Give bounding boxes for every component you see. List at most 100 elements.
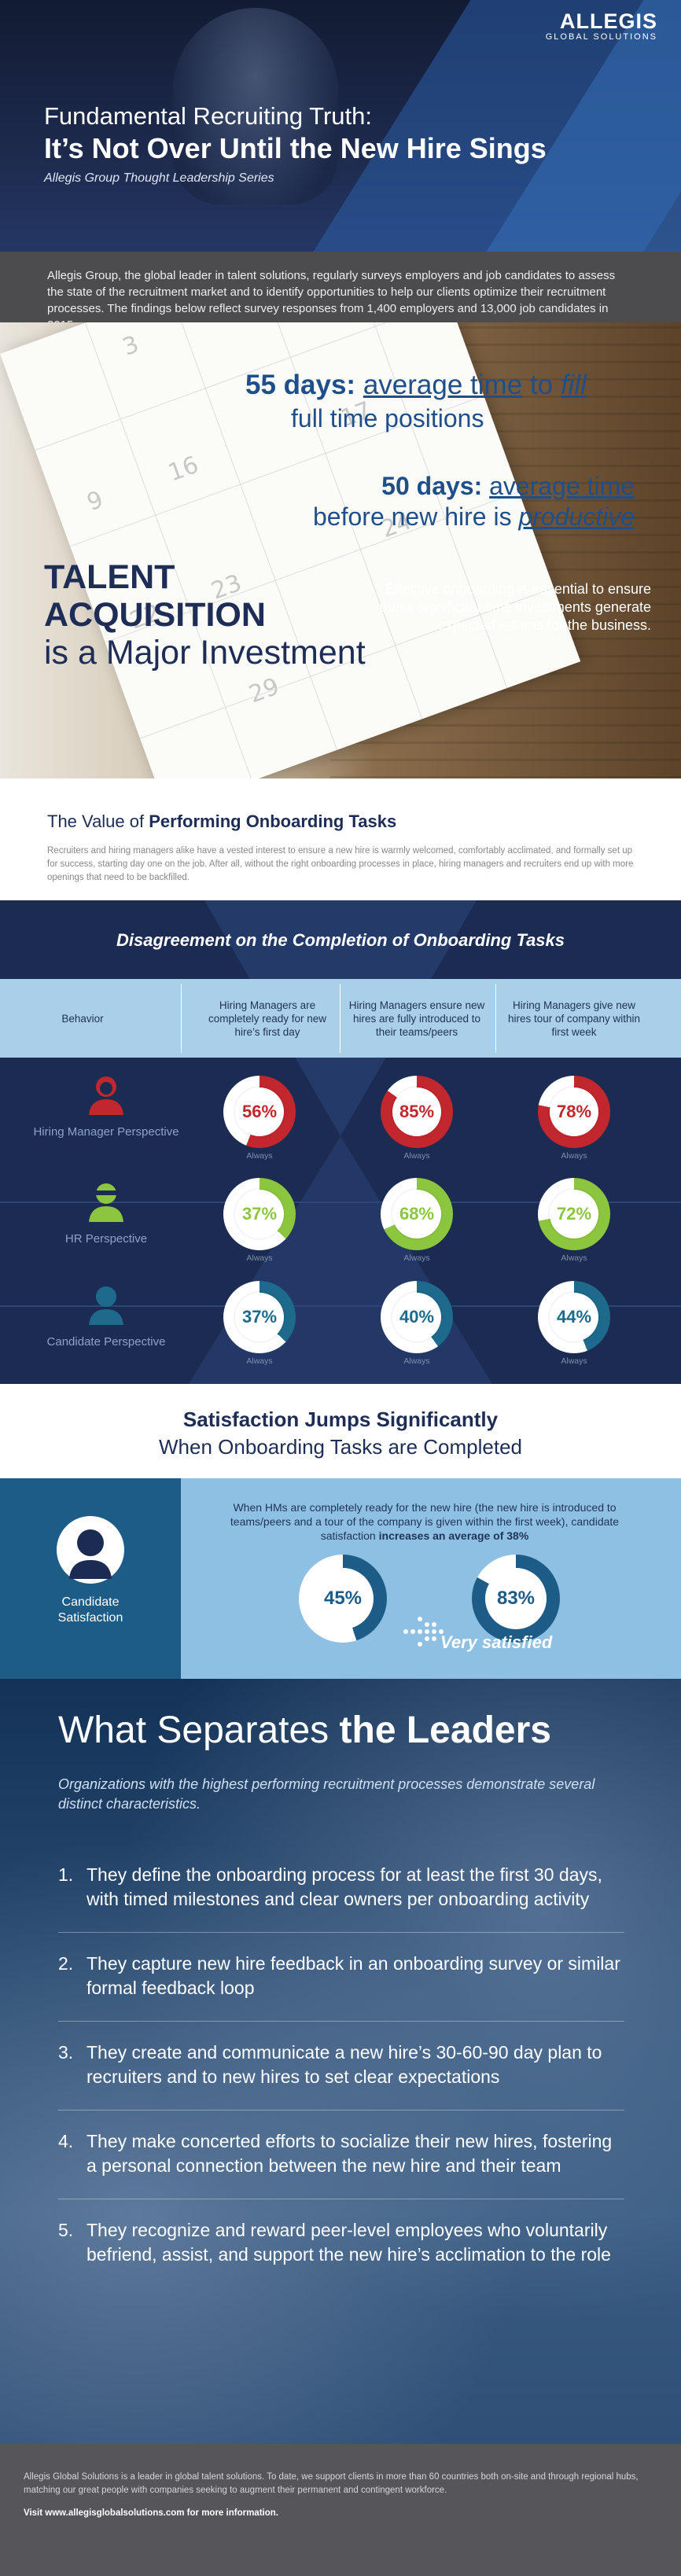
effective-onboarding-text: Effective onboarding is essential to ens… (379, 581, 651, 633)
donut-before: 45% (299, 1555, 387, 1643)
header-behavior: Behavior (61, 1012, 104, 1025)
item-text: They make concerted efforts to socialize… (87, 2131, 613, 2176)
talent-section: 3101724916232229 55 days: average time t… (0, 322, 681, 778)
item-text: They capture new hire feedback in an onb… (87, 1953, 620, 1998)
always-label: Always (246, 1253, 273, 1263)
always-label: Always (403, 1356, 430, 1366)
disagreement-section: Disagreement on the Completion of Onboar… (0, 900, 681, 1384)
list-item: 1. They define the onboarding process for… (58, 1844, 624, 1933)
header-divider (495, 984, 496, 1053)
satisfaction-text-a: When HMs are completely ready for the ne… (230, 1501, 620, 1542)
calendar-number: 9 (83, 485, 107, 517)
candidate-perspective: Candidate Perspective (0, 1279, 212, 1349)
always-label: Always (561, 1151, 587, 1161)
leaders-subtitle: Organizations with the highest performin… (58, 1776, 595, 1812)
donut-hr-ready-label: 37% (241, 1204, 278, 1224)
logo-main: ALLEGIS (559, 9, 657, 33)
always-label: Always (246, 1151, 273, 1161)
hr-icon (89, 1183, 123, 1222)
list-item: 5. They recognize and reward peer-level e… (58, 2199, 624, 2287)
footer-text: Allegis Global Solutions is a leader in … (24, 2472, 639, 2495)
candidate-satisfaction-label: Candidate Satisfaction (0, 1595, 181, 1626)
always-label: Always (403, 1151, 430, 1161)
donut-hm-tour-label: 78% (556, 1102, 592, 1121)
very-satisfied-label: Very satisfied (440, 1632, 553, 1652)
item-number: 4. (58, 2131, 74, 2151)
hr-perspective: HR Perspective (0, 1176, 212, 1246)
leaders-title: What Separates the Leaders (58, 1709, 551, 1752)
item-number: 2. (58, 1953, 74, 1974)
donut-after: 83% (472, 1555, 560, 1643)
allegis-logo: ALLEGIS GLOBAL SOLUTIONS (546, 9, 657, 42)
header-divider (181, 984, 182, 1053)
label-line1: Candidate (61, 1595, 120, 1609)
leaders-list: 1. They define the onboarding process for… (58, 1844, 624, 2287)
stat2-mid: average time (489, 472, 635, 500)
stat-productive-days: 50 days: average time before new hire is… (313, 472, 635, 532)
office-background (0, 1679, 681, 2444)
header-introduced: Hiring Managers ensure new hires are ful… (348, 999, 485, 1038)
headline-investment: is a Major Investment (44, 634, 366, 672)
hm-perspective-label: Hiring Manager Perspective (33, 1125, 179, 1139)
label-line2: Satisfaction (57, 1611, 123, 1625)
donut-after-label: 83% (496, 1588, 536, 1609)
item-text: They define the onboarding process for a… (87, 1864, 602, 1909)
calendar-number: 29 (245, 672, 283, 709)
donut-hm-ready: 56% (223, 1076, 296, 1148)
title-line2: It’s Not Over Until the New Hire Sings (44, 132, 547, 164)
candidate-icon (89, 1286, 123, 1325)
value-section: The Value of Performing Onboarding Tasks… (0, 778, 681, 900)
satisfaction-text: When HMs are completely ready for the ne… (204, 1500, 645, 1543)
talent-headline: TALENT ACQUISITION is a Major Investment (44, 558, 366, 672)
leaders-title-b: the Leaders (339, 1709, 551, 1751)
stat1-end: fill (560, 370, 587, 400)
leaders-section: What Separates the Leaders Organizations… (0, 1679, 681, 2444)
value-body: Recruiters and hiring managers alike hav… (47, 846, 634, 882)
list-item: 2. They capture new hire feedback in an o… (58, 1933, 624, 2022)
satisfaction-detail (181, 1478, 681, 1679)
donut-candidate-tour: 44% (538, 1281, 610, 1353)
candidate-satisfaction-box: Candidate Satisfaction (0, 1478, 181, 1679)
donut-candidate-ready-label: 37% (241, 1307, 278, 1327)
footer-visit-link[interactable]: Visit www.allegisglobalsolutions.com for… (24, 2508, 278, 2518)
satisfaction-panel: Candidate Satisfaction When HMs are comp… (0, 1478, 681, 1679)
satisfaction-heading: Satisfaction Jumps Significantly When On… (0, 1384, 681, 1478)
item-text: They recognize and reward peer-level emp… (87, 2220, 611, 2265)
intro-paragraph: Allegis Group, the global leader in tale… (0, 252, 681, 332)
stat1-mid: average time (363, 370, 523, 400)
donut-hm-tour: 78% (538, 1076, 610, 1148)
calendar-gridline (85, 322, 253, 778)
value-title-a: The Value of (47, 811, 149, 831)
header-tour: Hiring Managers give new hires tour of c… (507, 999, 641, 1038)
footer: Allegis Global Solutions is a leader in … (0, 2444, 681, 2576)
donut-hr-ready: 37% (223, 1178, 296, 1250)
stat-fill-days: 55 days: average time to fill full time … (245, 370, 587, 433)
stat1-value: 55 days: (245, 370, 356, 400)
stat2-value: 50 days: (381, 472, 483, 500)
headline-talent: TALENT (44, 558, 175, 596)
logo-sub: GLOBAL SOLUTIONS (545, 32, 657, 42)
arrow-right-icon (403, 1617, 444, 1647)
row-divider (0, 1202, 681, 1203)
donut-candidate-tour-label: 44% (556, 1307, 592, 1327)
disagreement-title: Disagreement on the Completion of Onboar… (116, 930, 565, 950)
item-text: They create and communicate a new hire’s… (87, 2042, 602, 2087)
header-banner: ALLEGIS GLOBAL SOLUTIONS Fundamental Rec… (0, 0, 681, 252)
value-title: The Value of Performing Onboarding Tasks (47, 811, 634, 832)
donut-before-label: 45% (323, 1588, 363, 1609)
hiring-manager-icon (89, 1076, 123, 1115)
donut-hr-tour-label: 72% (556, 1204, 592, 1224)
stat1-line2: full time positions (291, 404, 484, 432)
always-label: Always (403, 1253, 430, 1263)
satisfaction-title-1: Satisfaction Jumps Significantly (182, 1408, 499, 1431)
hr-perspective-label: HR Perspective (64, 1232, 148, 1246)
always-label: Always (561, 1253, 587, 1263)
disagreement-header: Behavior Hiring Managers are completely … (0, 979, 681, 1058)
candidate-avatar-icon (69, 1529, 112, 1579)
donut-hr-tour: 72% (538, 1178, 610, 1250)
always-label: Always (561, 1356, 587, 1366)
donut-hm-ready-label: 56% (241, 1102, 278, 1121)
candidate-avatar (57, 1516, 124, 1584)
donut-hm-introduced: 85% (381, 1076, 453, 1148)
